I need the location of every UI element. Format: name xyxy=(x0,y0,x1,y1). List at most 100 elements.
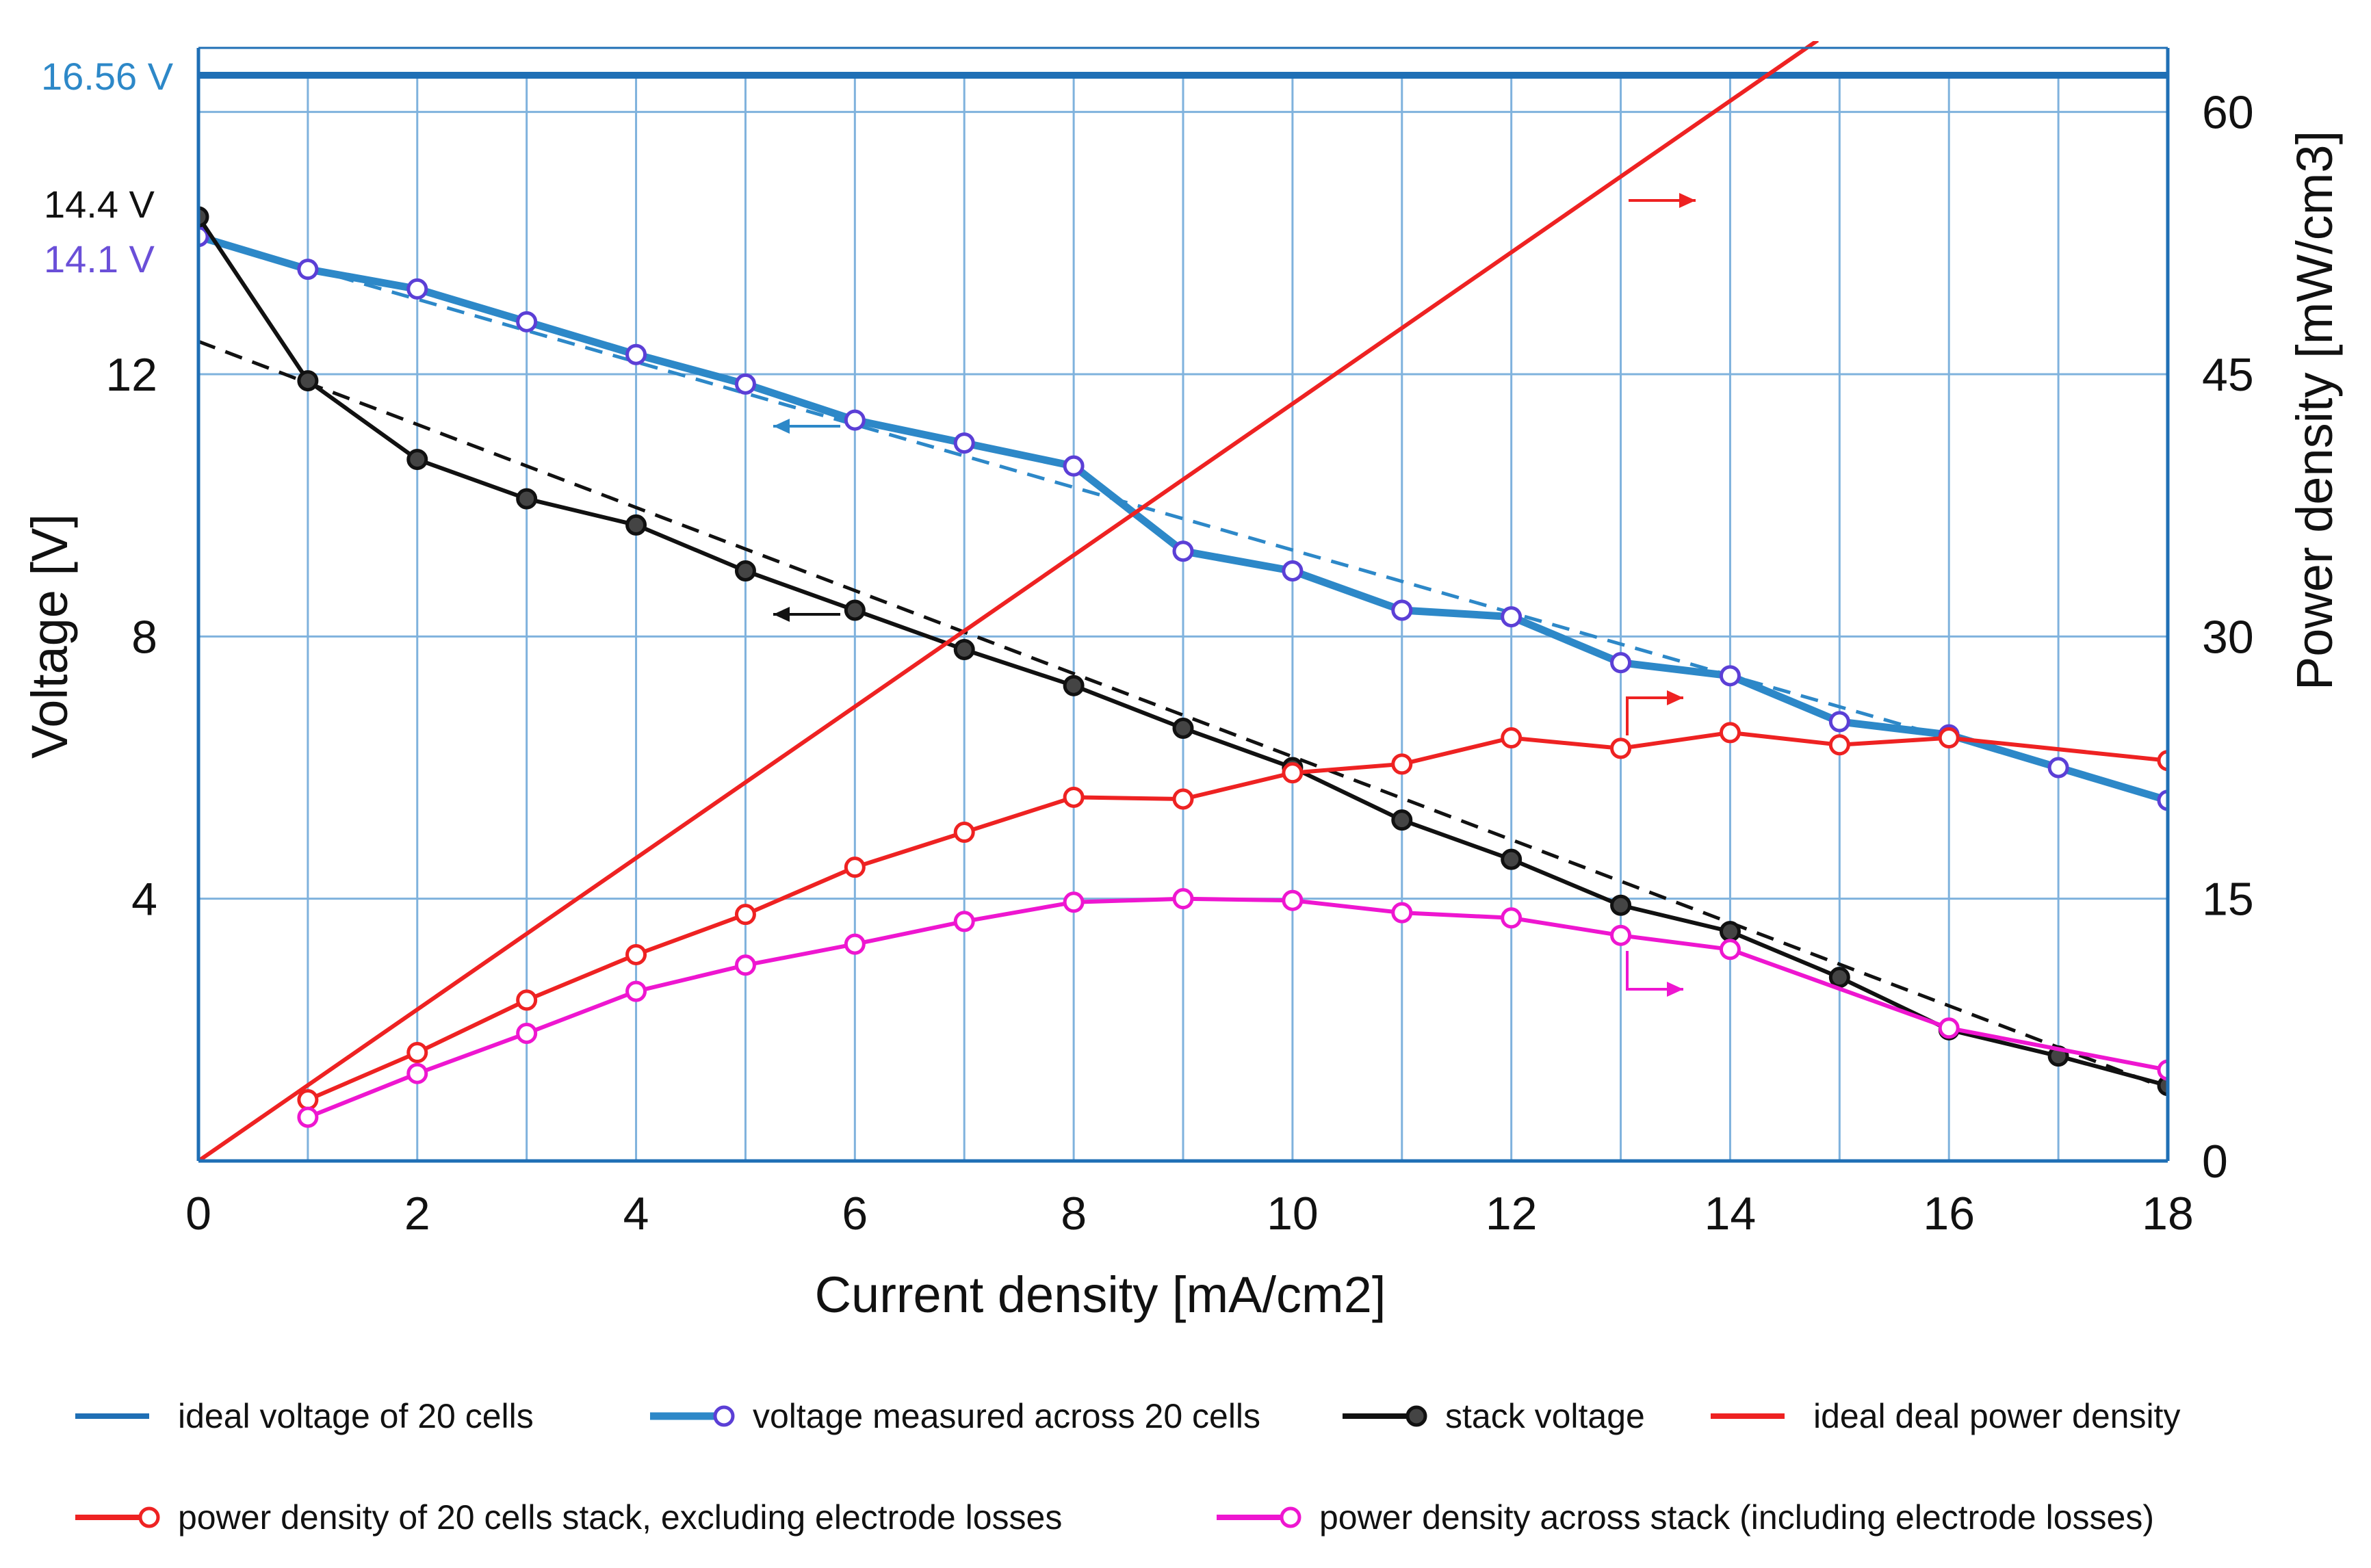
series-5-point xyxy=(406,1062,428,1084)
series-1-point xyxy=(1719,665,1741,687)
legend-swatch-marker xyxy=(713,1405,735,1427)
arrow-power-incl xyxy=(1626,951,1683,997)
series-2-point xyxy=(516,488,538,510)
series-4-point xyxy=(734,904,756,926)
series-2-point xyxy=(625,514,647,536)
series-5-point xyxy=(1719,939,1741,961)
series-2-point xyxy=(198,206,209,228)
measured-start-label: 14.1 V xyxy=(44,237,155,280)
series-2-point xyxy=(406,449,428,471)
series-4-point xyxy=(1828,734,1850,756)
y-right-tick-label: 45 xyxy=(2202,349,2254,401)
arrow-power-excl-shaft xyxy=(1626,696,1683,735)
series-1-point xyxy=(516,311,538,332)
x-tick-label: 14 xyxy=(1705,1188,1757,1240)
series-4-point xyxy=(406,1042,428,1064)
series-1-point xyxy=(844,409,866,431)
series-5-point xyxy=(953,911,975,932)
x-tick-label: 6 xyxy=(842,1188,868,1240)
series-4-point xyxy=(1938,727,1960,749)
series-2-point xyxy=(953,639,975,660)
legend-swatch-marker xyxy=(1280,1506,1301,1528)
y-left-tick-label: 12 xyxy=(105,349,157,401)
series-2-point xyxy=(1828,967,1850,989)
series-4-point xyxy=(1719,722,1741,744)
series-4-point xyxy=(1610,737,1632,759)
stack-label-pointer xyxy=(157,200,188,204)
series-1-point xyxy=(406,278,428,300)
series-5-point xyxy=(1610,924,1632,946)
ideal-voltage-label: 16.56 V xyxy=(41,55,174,98)
series-1-point xyxy=(625,343,647,365)
series-2-point xyxy=(1610,894,1632,916)
x-tick-label: 0 xyxy=(185,1188,211,1240)
series-5-point xyxy=(1391,902,1413,924)
measured-label-pointer xyxy=(164,229,190,259)
axis-titles: Current density [mA/cm2] Voltage [V] Pow… xyxy=(21,131,2343,1323)
arrow-power-excl-head xyxy=(1667,690,1683,705)
arrow-power-excl xyxy=(1626,690,1683,735)
series-1-point xyxy=(2157,789,2168,811)
series-5-point xyxy=(1282,889,1304,911)
x-tick-label: 10 xyxy=(1267,1188,1319,1240)
legend-entry: power density of 20 cells stack, excludi… xyxy=(75,1498,1062,1537)
legend-entry: voltage measured across 20 cells xyxy=(650,1397,1260,1435)
series-1-point xyxy=(198,226,209,248)
trendline-1 xyxy=(198,339,2168,1090)
legend-entry: power density across stack (including el… xyxy=(1217,1498,2154,1537)
series-4-point xyxy=(1282,762,1304,784)
y-right-tick-label: 0 xyxy=(2202,1136,2228,1188)
series-2-point xyxy=(1719,921,1741,943)
x-tick-label: 12 xyxy=(1486,1188,1538,1240)
series-2-point xyxy=(2157,1075,2168,1097)
series-4-point xyxy=(1391,753,1413,775)
legend-entry: ideal deal power density xyxy=(1711,1397,2180,1435)
y-right-tick-label: 30 xyxy=(2202,611,2254,663)
series-5-point xyxy=(625,980,647,1002)
series-1-point xyxy=(2047,757,2069,779)
y-right-tick-label: 60 xyxy=(2202,87,2254,139)
series-5-point xyxy=(1063,891,1085,913)
arrow-power-incl-head xyxy=(1667,982,1683,997)
arrow-ideal-power xyxy=(1629,193,1696,208)
x-tick-label: 8 xyxy=(1061,1188,1087,1240)
annotations: 16.56 V 14.4 V 14.1 V xyxy=(41,55,174,280)
y-left-tick-label: 8 xyxy=(131,611,157,663)
y-axis-title-right: Power density [mW/cm3] xyxy=(2286,131,2343,690)
stack-start-label: 14.4 V xyxy=(44,183,155,226)
legend-label: power density across stack (including el… xyxy=(1319,1498,2154,1537)
x-axis-title: Current density [mA/cm2] xyxy=(815,1266,1386,1323)
series-5-point xyxy=(2157,1059,2168,1081)
legend-label: stack voltage xyxy=(1445,1397,1645,1435)
y-right-tick-label: 15 xyxy=(2202,874,2254,926)
series-1-point xyxy=(1063,455,1085,477)
arrow-measured-head xyxy=(773,419,790,434)
series-5-point xyxy=(844,933,866,955)
arrow-stack-head xyxy=(773,607,790,622)
series-5-point xyxy=(1501,907,1523,929)
legend-entry: stack voltage xyxy=(1343,1397,1645,1435)
series-5-point xyxy=(734,954,756,976)
trendline-0 xyxy=(198,235,1949,740)
series-line-3 xyxy=(198,41,1819,1161)
series-5-point xyxy=(1938,1017,1960,1039)
series-2-point xyxy=(1172,718,1194,739)
series-1-point xyxy=(1282,560,1304,582)
plot-frame xyxy=(196,47,2170,1163)
series-4-point xyxy=(516,989,538,1011)
series-2-point xyxy=(844,599,866,621)
legend-label: ideal voltage of 20 cells xyxy=(178,1397,534,1435)
legend-swatch-marker xyxy=(138,1506,160,1528)
series-1-point xyxy=(953,432,975,454)
series-2-point xyxy=(734,560,756,582)
arrow-power-incl-shaft xyxy=(1626,951,1683,991)
series-4-point xyxy=(297,1089,319,1111)
legend: ideal voltage of 20 cells voltage measure… xyxy=(75,1397,2180,1537)
series-4-point xyxy=(2157,750,2168,772)
y-left-tick-label: 4 xyxy=(131,874,157,926)
series-2-point xyxy=(1391,809,1413,831)
series-4-point xyxy=(1172,788,1194,810)
legend-entry: ideal voltage of 20 cells xyxy=(75,1397,534,1435)
